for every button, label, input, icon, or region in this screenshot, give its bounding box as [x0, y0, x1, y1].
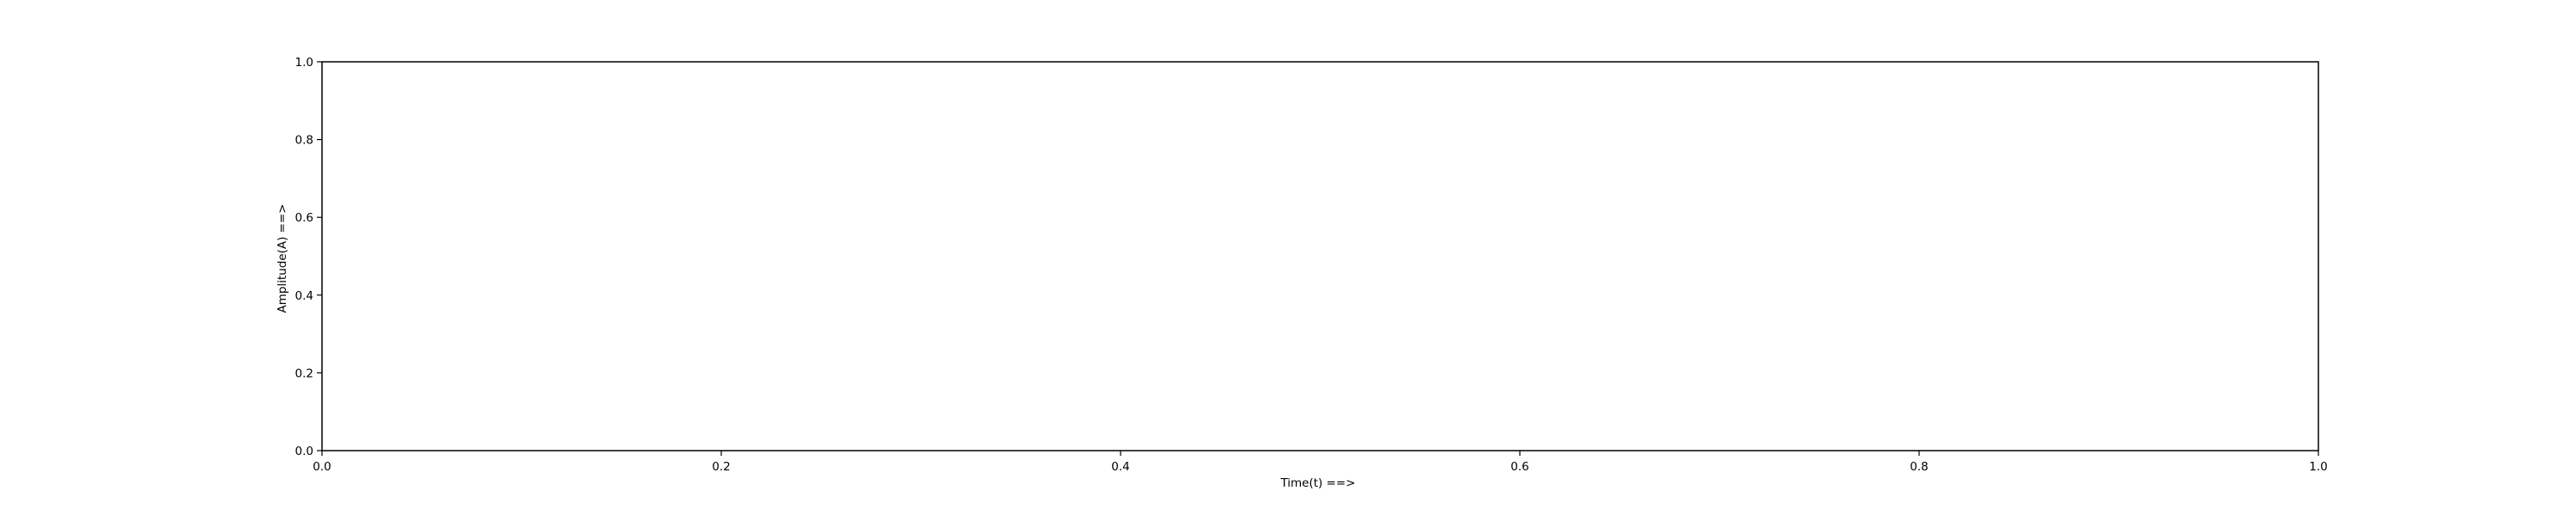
x-tick-label: 1.0: [2309, 460, 2327, 474]
x-axis-label: Time(t) ==>: [1279, 476, 1355, 490]
y-axis-ticks: 0.0 0.2 0.4 0.6 0.8 1.0: [295, 56, 322, 458]
x-axis-ticks: 0.0 0.2 0.4 0.6 0.8 1.0: [313, 451, 2328, 474]
y-tick-label: 0.6: [295, 211, 313, 225]
x-tick-label: 0.0: [313, 460, 331, 474]
y-tick-label: 1.0: [295, 56, 313, 70]
y-tick-label: 0.8: [295, 134, 313, 148]
x-tick-label: 0.6: [1510, 460, 1528, 474]
y-tick-label: 0.2: [295, 367, 313, 380]
plot-area: [321, 61, 2319, 451]
x-tick-label: 0.8: [1910, 460, 1928, 474]
y-axis-label: Amplitude(A) ==>: [276, 203, 289, 312]
x-tick-label: 0.2: [712, 460, 730, 474]
x-tick-label: 0.4: [1111, 460, 1129, 474]
y-tick-label: 0.0: [295, 445, 313, 458]
y-tick-label: 0.4: [295, 289, 313, 303]
plot-frame: [321, 61, 2319, 451]
